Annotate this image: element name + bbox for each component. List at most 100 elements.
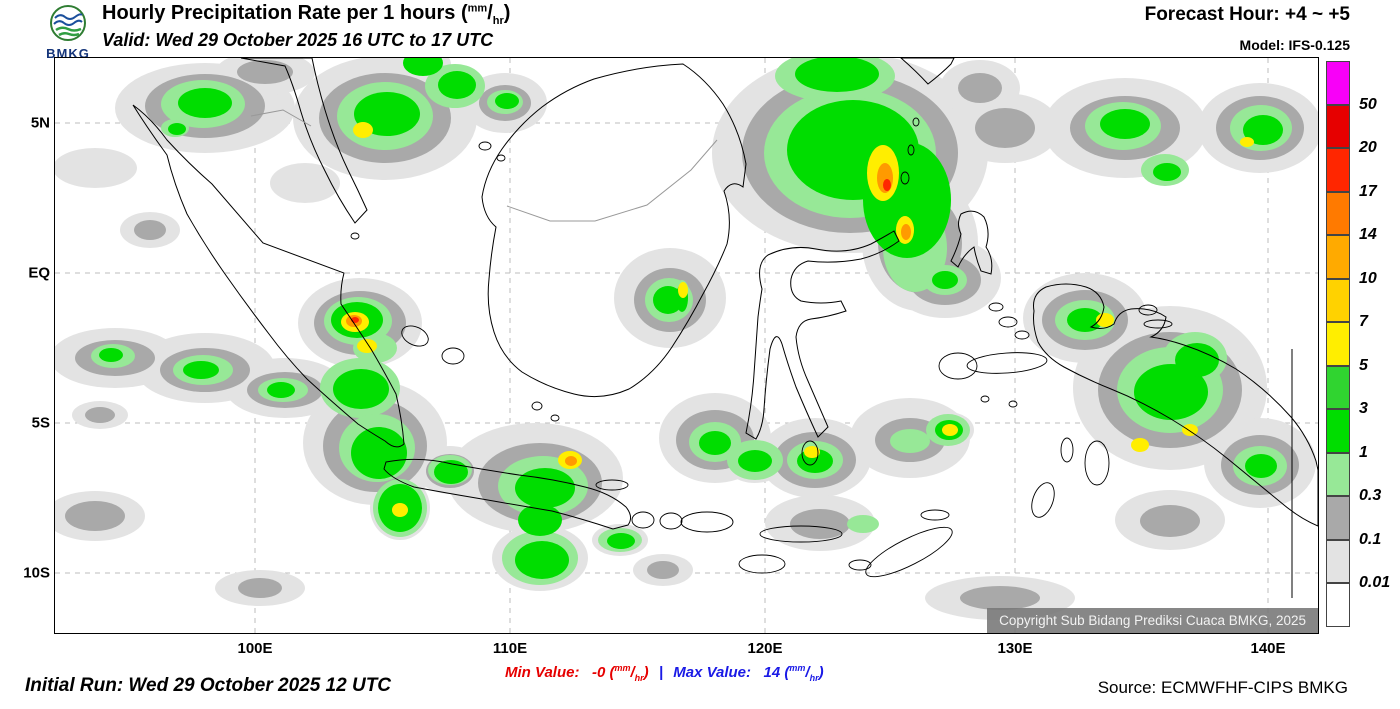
map-canvas — [55, 58, 1318, 633]
legend-segment — [1326, 322, 1350, 366]
island-outline — [759, 525, 843, 543]
max-unit-den: hr — [809, 673, 819, 683]
max-value-number: 14 — [763, 664, 781, 681]
minmax-separator: | — [658, 664, 664, 681]
legend-segment — [1326, 104, 1350, 149]
precip-legend: 50 20 17 14 10 7 5 3 1 0.3 0.1 0.01 — [1326, 61, 1390, 627]
island-outline — [496, 154, 506, 162]
precip-blob-1-3 — [1134, 364, 1208, 420]
legend-segment — [1326, 365, 1350, 410]
legend-label: 10 — [1359, 269, 1377, 287]
island-outline — [1060, 437, 1074, 463]
coastline — [745, 230, 900, 440]
bmkg-logo: BMKG — [40, 3, 96, 61]
precip-blob-10-14 — [565, 456, 577, 466]
coastline — [1033, 283, 1318, 527]
title-text: Hourly Precipitation Rate per 1 hours ( — [102, 2, 468, 24]
precip-blob-1-3 — [183, 361, 219, 379]
legend-label: 0.1 — [1359, 530, 1382, 548]
precip-blob-0.1-0.3 — [975, 108, 1035, 148]
precip-blob-1-3 — [607, 533, 635, 549]
min-value: -0 (mm/hr) — [584, 663, 649, 683]
precip-blob-10-14 — [901, 224, 911, 240]
island-outline — [1014, 330, 1030, 340]
precip-blob-1-3 — [403, 58, 443, 76]
precip-blob-0.1-0.3 — [237, 60, 293, 84]
precip-blob-1-3 — [515, 468, 575, 508]
precip-blob-0.1-0.3 — [1140, 505, 1200, 537]
precip-blob-1-3 — [1245, 454, 1277, 478]
lat-tick-label: EQ — [28, 264, 50, 282]
max-value: 14 (mm/hr) — [755, 663, 824, 683]
island-outline — [531, 401, 543, 411]
max-unit-close: ) — [818, 664, 824, 681]
page-title: Hourly Precipitation Rate per 1 hours (m… — [102, 2, 510, 27]
minmax-line: Min Value: -0 (mm/hr) | Max Value: 14 (m… — [505, 663, 824, 683]
precip-blob-1-3 — [795, 58, 879, 92]
copyright-overlay: Copyright Sub Bidang Prediksi Cuaca BMKG… — [987, 608, 1318, 633]
precip-blob-0.1-0.3 — [958, 73, 1002, 103]
legend-label: 17 — [1359, 182, 1377, 200]
precip-blob-0.1-0.3 — [960, 586, 1040, 610]
legend-segment — [1326, 278, 1350, 323]
precip-blob-1-3 — [168, 123, 186, 135]
precip-blob-5-7 — [678, 282, 688, 298]
precip-blob-5-7 — [1240, 137, 1254, 147]
precip-blob-5-7 — [942, 424, 958, 436]
coastline — [240, 58, 368, 224]
legend-segment — [1326, 235, 1350, 279]
legend-segment — [1326, 583, 1350, 627]
legend-label: 20 — [1359, 139, 1377, 157]
min-value-number: -0 — [591, 664, 606, 681]
precip-blob-0.1-0.3 — [65, 501, 125, 531]
island-outline — [738, 554, 786, 574]
title-unit-den: hr — [492, 15, 504, 27]
island-outline — [988, 302, 1004, 312]
min-unit-num: mm — [614, 663, 631, 673]
island-outline — [900, 171, 910, 185]
precip-map: Copyright Sub Bidang Prediksi Cuaca BMKG… — [54, 57, 1319, 634]
lat-tick-label: 10S — [23, 564, 50, 582]
island-outline — [865, 526, 953, 578]
precip-blob-1-3 — [178, 88, 232, 118]
island-outline — [998, 316, 1018, 328]
lat-tick-label: 5S — [31, 414, 50, 432]
precip-blob-0.1-0.3 — [790, 509, 850, 539]
island-outline — [1143, 319, 1173, 329]
precip-blob-1-3 — [1243, 115, 1283, 145]
legend-label: 3 — [1359, 400, 1368, 418]
precip-blob-5-7 — [392, 503, 408, 517]
coastline — [481, 63, 747, 398]
lat-tick-label: 5N — [30, 114, 50, 132]
valid-time-line: Valid: Wed 29 October 2025 16 UTC to 17 … — [102, 30, 494, 50]
bmkg-logo-icon — [50, 5, 86, 41]
precip-blob-1-3 — [515, 541, 569, 579]
legend-label: 1 — [1359, 443, 1368, 461]
legend-label: 50 — [1359, 95, 1377, 113]
island-outline — [980, 395, 990, 403]
island-outline — [966, 352, 1048, 374]
model-label: Model: IFS-0.125 — [1239, 37, 1350, 53]
precip-blob-1-3 — [333, 369, 389, 409]
legend-segment — [1326, 191, 1350, 236]
precip-blob-1-3 — [1067, 308, 1103, 332]
precip-blob-0.01-0.1 — [55, 148, 137, 188]
legend-segment — [1326, 61, 1350, 105]
border-line — [506, 139, 718, 222]
title-unit-num: mm — [467, 2, 488, 15]
legend-segment — [1326, 409, 1350, 453]
island-outline — [478, 141, 492, 151]
precip-blob-1-3 — [495, 93, 519, 109]
min-unit-den: hr — [634, 673, 644, 683]
coastline — [950, 210, 993, 275]
legend-segment — [1326, 496, 1350, 540]
max-unit-open: ( — [784, 664, 790, 681]
precip-blob-1-3 — [932, 271, 958, 289]
min-unit-close: ) — [643, 664, 649, 681]
precip-blob-0.1-0.3 — [647, 561, 679, 579]
border-line — [250, 109, 312, 127]
legend-segment — [1326, 452, 1350, 497]
island-outline — [907, 144, 915, 156]
title-unit-slash: / — [487, 2, 493, 24]
